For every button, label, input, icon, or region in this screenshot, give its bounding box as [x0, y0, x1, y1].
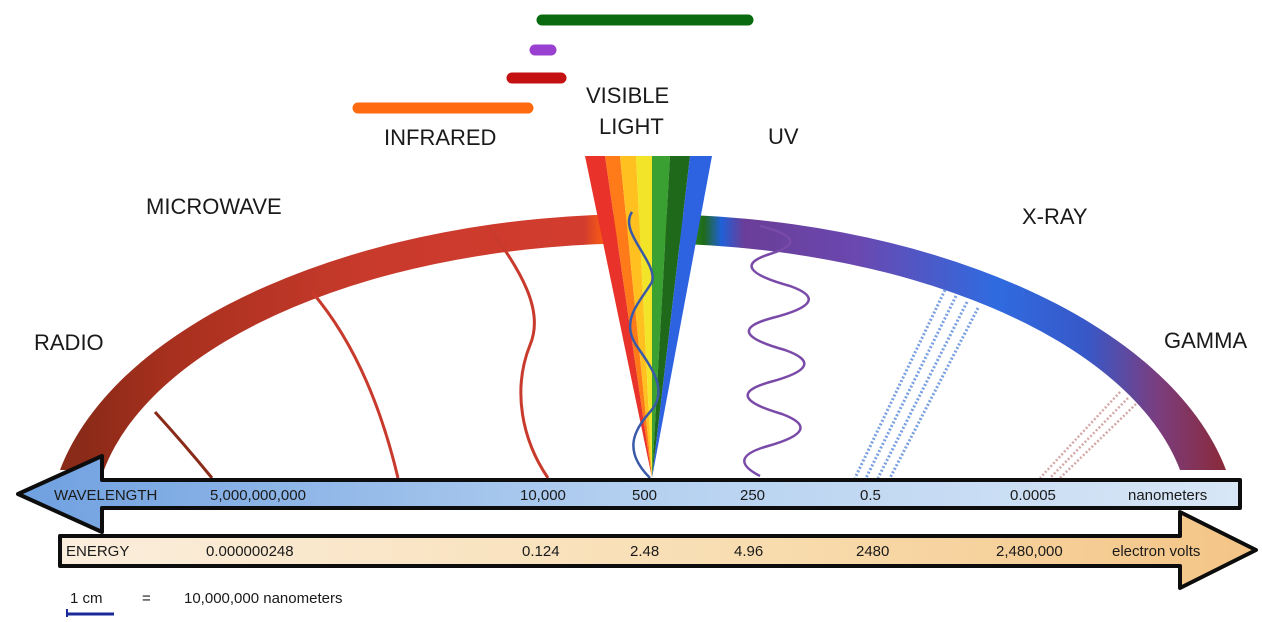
wavelength-value: 0.0005 [1010, 487, 1056, 504]
wavelength-value: 500 [632, 487, 657, 504]
scale-right-label: 10,000,000 nanometers [184, 590, 342, 607]
wavelength-value: 5,000,000,000 [210, 487, 306, 504]
label-infrared: INFRARED [384, 125, 496, 150]
scale-left-label: 1 cm [70, 590, 103, 607]
label-radio: RADIO [34, 330, 104, 355]
uv-wave [743, 224, 810, 478]
energy-value: 0.000000248 [206, 543, 294, 560]
energy-value: 2.48 [630, 543, 659, 560]
microwave-wave [310, 291, 400, 479]
label-uv: UV [768, 124, 799, 149]
infrared-wave [486, 225, 550, 479]
energy-value: 2,480,000 [996, 543, 1063, 560]
energy-axis-label: ENERGY [66, 543, 129, 560]
range-bars [352, 14, 754, 114]
gamma-wave [1039, 391, 1137, 479]
wavelength-value: 0.5 [860, 487, 881, 504]
visible-light-wedge [585, 156, 712, 478]
label-light: LIGHT [599, 114, 664, 139]
scale-equals: = [142, 590, 151, 607]
scale-legend: 1 cm = 10,000,000 nanometers [66, 590, 342, 617]
energy-unit: electron volts [1112, 543, 1200, 560]
label-gamma: GAMMA [1164, 328, 1247, 353]
energy-value: 2480 [856, 543, 889, 560]
energy-arrow: ENERGY 0.000000248 0.124 2.48 4.96 2480 … [58, 510, 1258, 590]
visible-wave [628, 211, 660, 479]
wavelength-value: 250 [740, 487, 765, 504]
spectrum-arc-band [60, 213, 1226, 470]
wavelength-arrow: WAVELENGTH 5,000,000,000 10,000 500 250 … [16, 454, 1242, 534]
wavelength-value: 10,000 [520, 487, 566, 504]
energy-value: 0.124 [522, 543, 560, 560]
energy-value: 4.96 [734, 543, 763, 560]
label-visible: VISIBLE [586, 83, 669, 108]
wavelength-unit: nanometers [1128, 487, 1207, 504]
label-xray: X-RAY [1022, 204, 1088, 229]
radio-wave [153, 410, 214, 479]
wavelength-axis-label: WAVELENGTH [54, 487, 157, 504]
label-microwave: MICROWAVE [146, 194, 282, 219]
xray-wave [853, 289, 980, 479]
